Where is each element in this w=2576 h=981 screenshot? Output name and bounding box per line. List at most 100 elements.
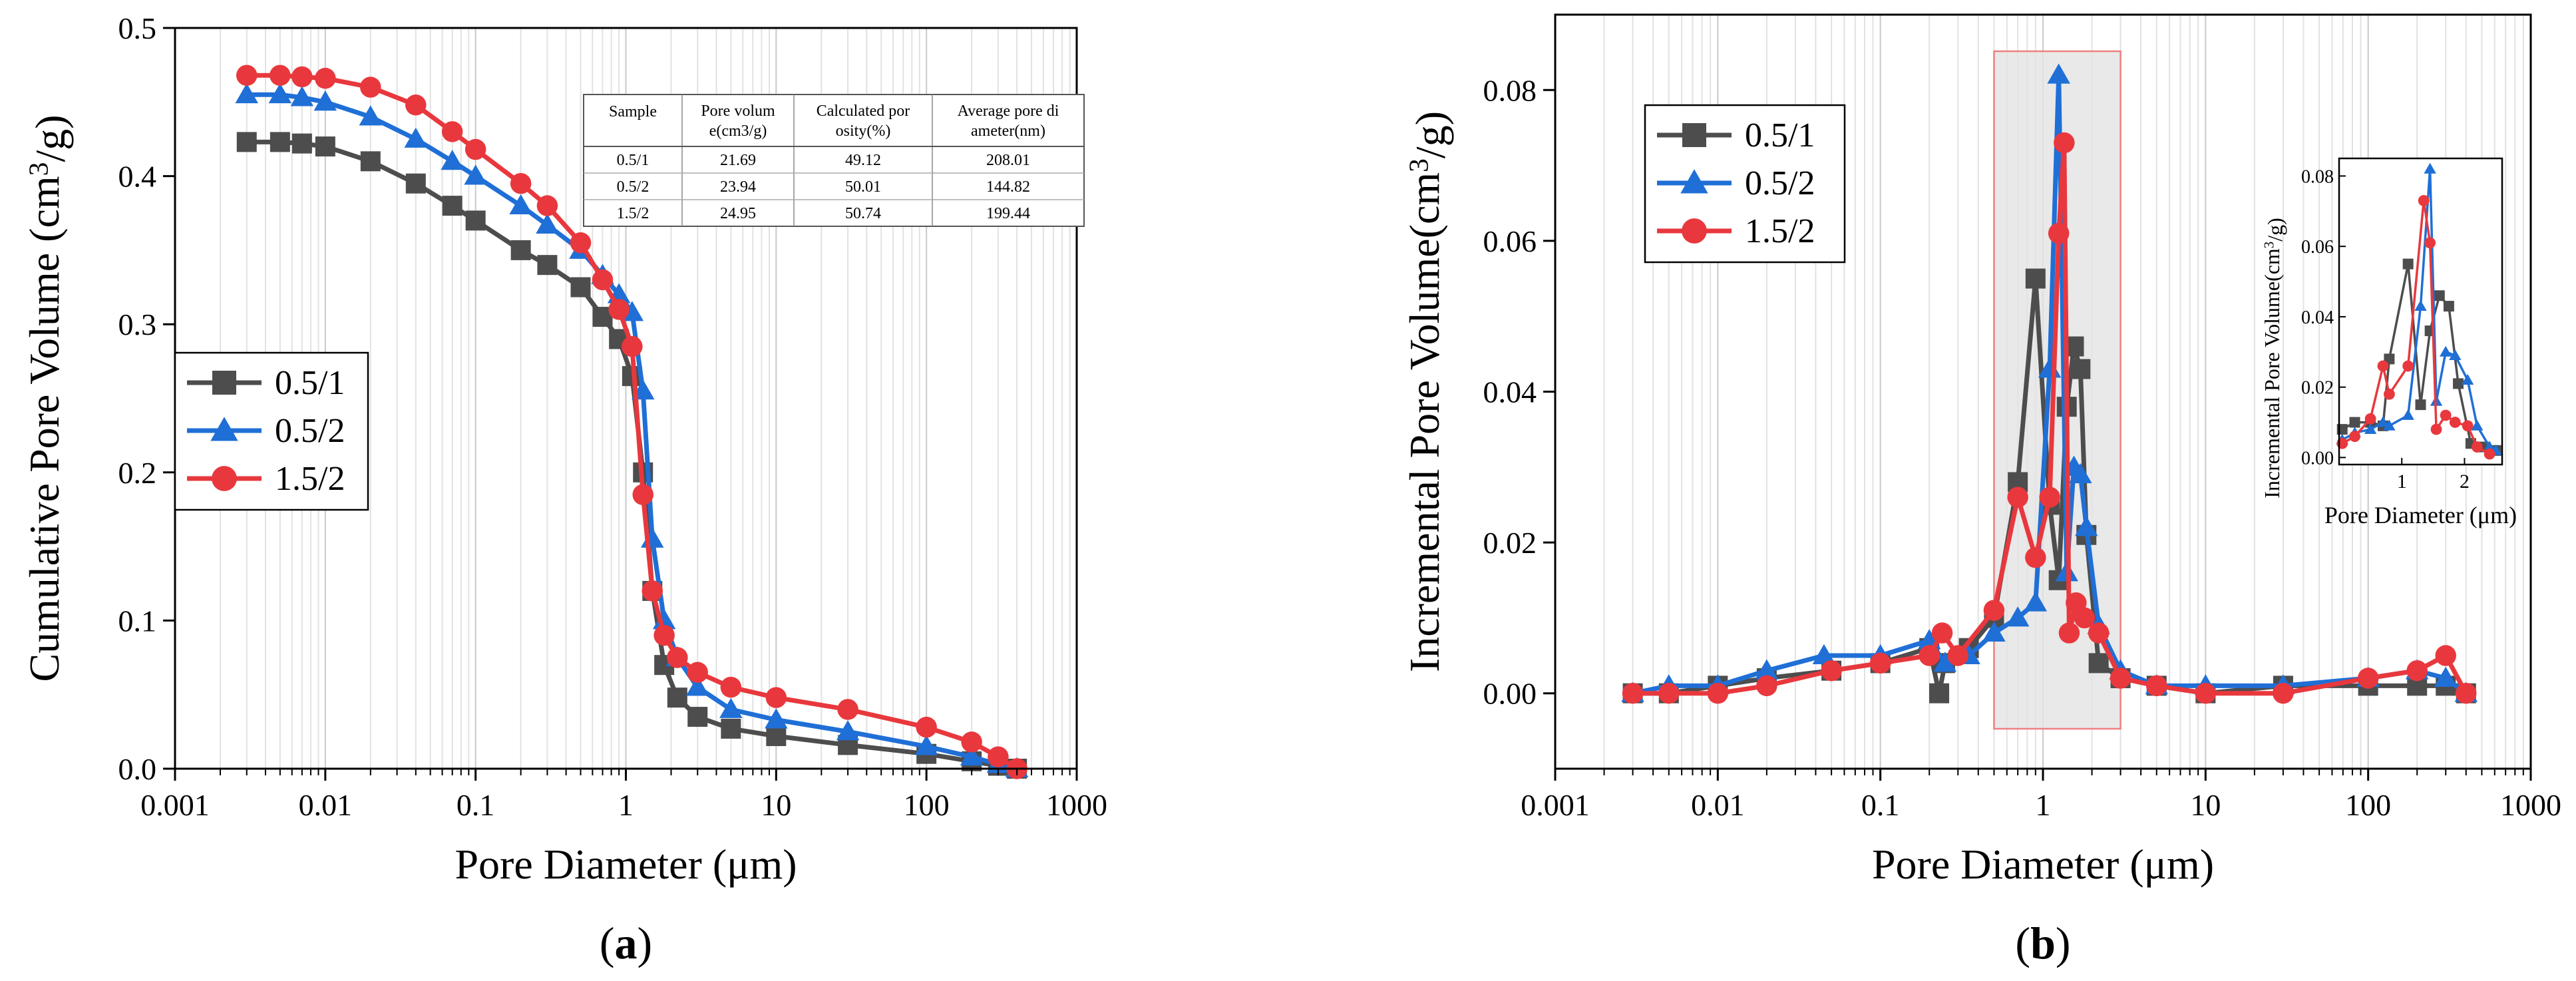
table-cell: 199.44 <box>986 205 1030 222</box>
inset-data-point-0 <box>2453 378 2464 389</box>
data-point-a-0 <box>291 133 312 154</box>
inset-x-tick-label: 2 <box>2460 471 2470 492</box>
data-point-a-2 <box>837 699 858 720</box>
data-point-a-1 <box>960 745 984 766</box>
data-point-a-0 <box>570 277 591 297</box>
data-point-b-2 <box>1821 660 1842 682</box>
y-ticks-b: 0.00 0.02 0.04 0.06 0.08 <box>1483 73 1555 711</box>
panel-label-a: (a) <box>600 918 652 968</box>
table-cell: 0.5/1 <box>617 152 649 169</box>
data-point-a-2 <box>570 232 592 254</box>
y-axis-label-b: Incremental Pore Volume(cm3/g) <box>1401 111 1454 672</box>
table-cell: 1.5/2 <box>617 205 649 222</box>
inset-data-point-0 <box>2415 399 2426 411</box>
data-point-a-2 <box>632 484 653 505</box>
x-tick-label-b: 1 <box>2036 788 2051 822</box>
legend-label-b-2: 1.5/2 <box>1745 212 1815 250</box>
x-tick-label-a: 1 <box>618 788 634 822</box>
data-point-a-2 <box>510 172 532 194</box>
data-point-b-2 <box>2048 222 2070 244</box>
inset-data-point-1 <box>2449 349 2462 360</box>
y-tick-label-a: 0.0 <box>118 752 157 786</box>
data-point-a-2 <box>622 335 643 357</box>
data-point-a-0 <box>510 240 531 260</box>
inset-data-point-2 <box>2430 423 2442 435</box>
x-tick-label-a: 0.001 <box>140 788 210 822</box>
data-point-a-2 <box>687 662 708 684</box>
y-tick-label-b: 0.02 <box>1483 526 1537 560</box>
data-point-b-2 <box>2406 660 2428 682</box>
table-header-2: Calculated por osity(%) <box>817 102 910 140</box>
y-ticks-a: 0.0 0.1 0.2 0.3 0.4 0.5 <box>118 11 175 786</box>
inset-data-point-2 <box>2349 431 2360 443</box>
data-point-b-2 <box>2088 622 2110 644</box>
table-cell: 23.94 <box>720 178 756 196</box>
data-point-a-1 <box>464 164 487 185</box>
data-point-b-0 <box>2070 359 2091 379</box>
data-point-b-2 <box>2146 675 2167 697</box>
inset-data-point-2 <box>2377 360 2389 372</box>
y-tick-label-b: 0.06 <box>1483 224 1537 258</box>
data-point-a-1 <box>685 676 709 696</box>
data-point-a-1 <box>404 127 428 148</box>
legend-marker-b-1 <box>1680 169 1708 194</box>
inset-y-tick-label: 0.04 <box>2301 307 2334 328</box>
legend-marker-a-1 <box>210 417 238 441</box>
data-point-b-1 <box>2075 516 2098 536</box>
data-point-b-2 <box>1983 600 2005 621</box>
data-point-a-2 <box>291 66 313 88</box>
x-tick-label-b: 0.01 <box>1691 788 1745 822</box>
data-point-a-1 <box>509 194 532 215</box>
data-point-a-2 <box>592 269 614 291</box>
data-point-b-2 <box>1707 682 1729 704</box>
inset-data-point-2 <box>2364 413 2376 425</box>
data-point-b-1 <box>1982 621 2006 642</box>
data-point-a-2 <box>315 67 336 89</box>
data-point-a-0 <box>270 132 290 152</box>
data-point-b-2 <box>1869 652 1891 674</box>
data-point-a-1 <box>536 213 559 234</box>
data-point-a-0 <box>766 726 787 747</box>
table-cell: 144.82 <box>986 178 1030 196</box>
data-point-b-2 <box>2007 487 2028 508</box>
inset-y-axis-label: Incremental Pore Volume(cm3/g) <box>2260 218 2287 498</box>
data-point-a-2 <box>441 121 463 142</box>
x-axis-label-a: Pore Diameter (μm) <box>455 841 797 888</box>
data-point-b-1 <box>1755 659 1779 680</box>
table-frame <box>583 94 1085 227</box>
y-tick-label-b: 0.00 <box>1483 677 1537 711</box>
data-point-a-1 <box>268 83 292 104</box>
data-point-b-2 <box>2110 668 2131 689</box>
inset-plot: 1 2 0.00 0.02 0.04 0.06 0.08 Pore Diameter (μm)… <box>2260 157 2517 528</box>
legend-label-b-1: 0.5/2 <box>1745 164 1815 202</box>
inset-x-axis-label: Pore Diameter (μm) <box>2324 502 2517 528</box>
inset-data-point-1 <box>2364 423 2377 435</box>
data-point-b-1 <box>1933 652 1957 672</box>
inset-table: Sample Pore volum e(cm3/g) Calculated por os… <box>583 94 1085 227</box>
data-point-b-1 <box>2024 591 2048 612</box>
data-point-a-2 <box>653 624 675 646</box>
data-point-a-1 <box>719 697 743 718</box>
y-axis-label-a: Cumulative Pore Volume (cm3/g) <box>21 114 74 682</box>
table-header-1: Pore volum e(cm3/g) <box>701 102 775 140</box>
x-tick-label-a: 100 <box>904 788 950 822</box>
y-tick-label-a: 0.1 <box>118 604 157 638</box>
x-tick-label-b: 10 <box>2190 788 2221 822</box>
inset-data-point-0 <box>2434 290 2445 301</box>
legend-a: 0.5/1 0.5/2 1.5/2 <box>174 351 369 511</box>
inset-data-point-1 <box>2483 441 2496 452</box>
table-cell: 50.01 <box>845 178 881 196</box>
data-point-a-1 <box>313 91 337 111</box>
inset-data-point-2 <box>2383 388 2395 400</box>
data-point-a-1 <box>235 83 258 104</box>
x-tick-label-b: 100 <box>2345 788 2391 822</box>
data-point-b-2 <box>1947 645 1968 666</box>
inset-data-point-0 <box>2384 353 2395 365</box>
data-point-a-0 <box>687 707 708 727</box>
inset-data-point-2 <box>2462 420 2474 432</box>
data-point-b-2 <box>2054 132 2075 154</box>
inset-data-point-0 <box>2443 301 2454 312</box>
data-point-a-2 <box>916 716 937 738</box>
x-tick-label-a: 0.1 <box>457 788 495 822</box>
data-point-a-2 <box>667 647 688 668</box>
